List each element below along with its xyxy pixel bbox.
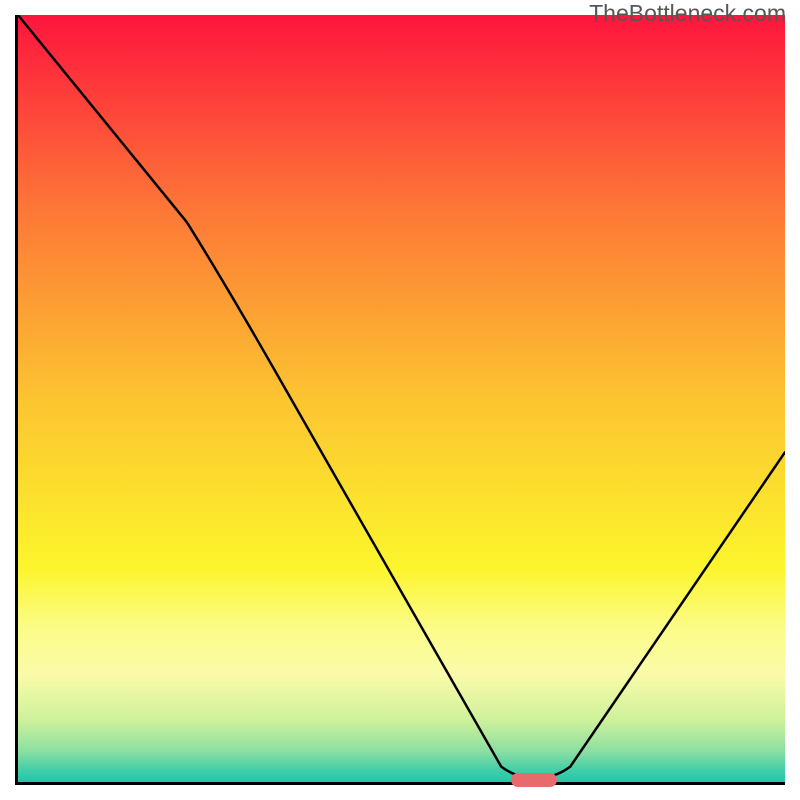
watermark-text: TheBottleneck.com (589, 0, 786, 27)
optimal-marker (511, 773, 557, 787)
bottleneck-chart: TheBottleneck.com (0, 0, 800, 800)
gradient-background (18, 15, 785, 782)
curve-layer (18, 15, 785, 782)
plot-area (15, 15, 785, 785)
